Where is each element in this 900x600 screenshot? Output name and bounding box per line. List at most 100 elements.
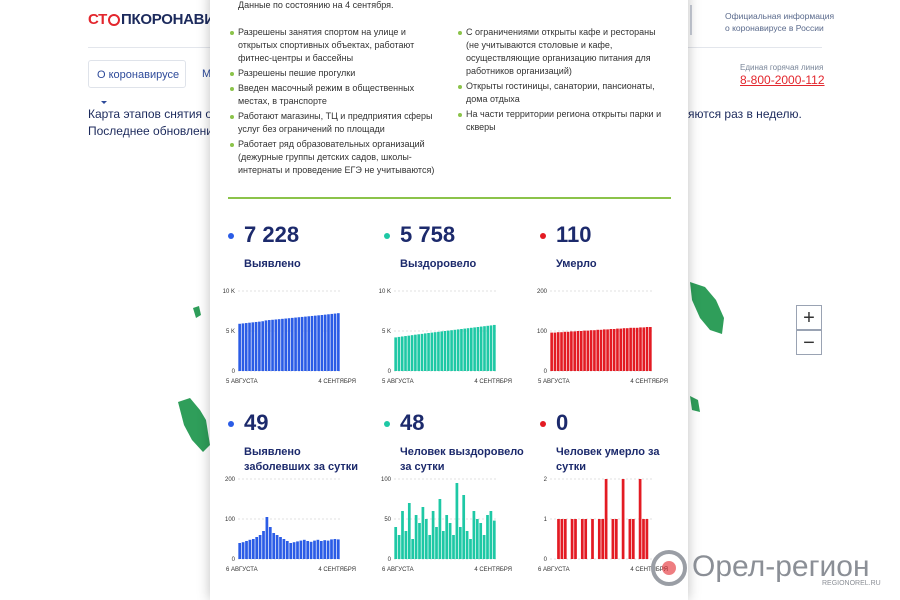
restriction-item: Разрешены занятия спортом на улице и отк… — [230, 26, 435, 65]
bar — [645, 519, 649, 559]
y-tick-label: 200 — [537, 289, 548, 295]
hotline-label: Единая горячая линия — [740, 63, 824, 72]
bar — [642, 519, 645, 559]
bar — [258, 321, 261, 371]
bar — [238, 323, 241, 371]
logo-core — [662, 561, 676, 575]
bar — [282, 539, 286, 559]
bar — [458, 527, 462, 559]
watermark-site: REGIONOREL.RU — [822, 580, 881, 587]
x-axis-label: 4 СЕНТЯБРЯ — [474, 379, 512, 385]
bar — [486, 515, 489, 559]
official-line: Официальная информация — [725, 11, 835, 21]
bar — [404, 531, 408, 559]
bar — [272, 533, 276, 559]
hotline-number[interactable]: 8-800-2000-112 — [740, 73, 825, 87]
intro-text: Карта этапов снятия о — [88, 107, 213, 121]
bar — [622, 328, 626, 371]
bar — [448, 523, 452, 559]
bar — [418, 523, 421, 559]
stat-number: 110 — [556, 222, 592, 247]
bar — [570, 331, 573, 371]
bar — [466, 328, 470, 371]
stat-dot — [228, 233, 234, 239]
bar — [428, 535, 432, 559]
map-region — [690, 396, 700, 412]
bar — [556, 332, 560, 371]
zoom-out[interactable]: − — [796, 330, 822, 355]
bar — [323, 540, 327, 559]
bar — [632, 327, 636, 371]
bar — [337, 313, 340, 371]
bar — [275, 535, 279, 559]
bar — [336, 539, 340, 559]
bar — [404, 336, 407, 371]
bar — [462, 495, 466, 559]
bar — [483, 326, 486, 371]
bar — [265, 517, 269, 559]
stat-label: Человек умерло за сутки — [556, 446, 660, 473]
bar — [583, 330, 586, 371]
restriction-item: Разрешены пешие прогулки — [230, 67, 435, 80]
restriction-list: С ограничениями открыты кафе и рестораны… — [458, 26, 663, 136]
stat-label: Выздоровело — [400, 258, 477, 270]
bar — [611, 519, 615, 559]
bar — [445, 515, 449, 559]
bar — [639, 327, 642, 371]
stat-number: 5 758 — [400, 222, 456, 247]
nav-item[interactable]: М — [202, 68, 212, 80]
restriction-item: Открыты гостиницы, санатории, пансионаты… — [458, 80, 663, 106]
bar — [289, 543, 293, 559]
bar — [550, 332, 553, 371]
x-axis-label: 4 СЕНТЯБРЯ — [318, 567, 356, 573]
bar — [258, 535, 262, 559]
logo-icon — [108, 14, 121, 26]
official-info[interactable]: Официальная информация о коронавирусе в Р… — [725, 10, 834, 34]
bar — [302, 539, 306, 559]
x-axis-label: 4 СЕНТЯБРЯ — [474, 567, 512, 573]
y-tick-label: 0 — [544, 557, 548, 563]
stat-label: Выявлено — [244, 258, 301, 270]
bar — [306, 541, 310, 559]
stat-dot — [228, 421, 234, 427]
bar — [557, 519, 560, 559]
restriction-item: Введен масочный режим в общественных мес… — [230, 82, 435, 108]
restriction-item: На части территории региона открыты парк… — [458, 108, 663, 134]
intro-text: яются раз в неделю. — [688, 107, 802, 121]
bar — [612, 329, 616, 371]
bar — [397, 336, 401, 371]
nav-button[interactable]: О коронавирусе — [88, 60, 186, 88]
bar — [407, 503, 411, 559]
bar — [576, 331, 580, 371]
bar — [267, 320, 271, 371]
y-tick-label: 100 — [381, 477, 392, 483]
stat-number: 0 — [556, 410, 569, 435]
x-axis-label: 4 СЕНТЯБРЯ — [630, 567, 668, 573]
y-tick-label: 100 — [225, 517, 236, 523]
bar — [621, 479, 625, 559]
bar — [635, 327, 639, 371]
stat-label: Человек выздоровело за сутки — [400, 446, 524, 473]
bar — [323, 314, 327, 371]
bar — [475, 519, 479, 559]
stat-dot — [384, 421, 390, 427]
bar — [435, 527, 438, 559]
site-logo[interactable]: СТ ПКОРОНАВИ — [88, 11, 215, 28]
bar — [456, 329, 460, 371]
zoom-in[interactable]: + — [796, 305, 822, 330]
bar — [473, 327, 476, 371]
bar — [479, 523, 483, 559]
bar — [579, 331, 583, 371]
y-tick-label: 10 K — [223, 289, 235, 295]
stat-dot — [540, 233, 546, 239]
y-tick-label: 1 — [544, 517, 548, 523]
bar — [330, 313, 334, 371]
y-tick-label: 0 — [388, 557, 392, 563]
y-tick-label: 100 — [537, 329, 548, 335]
bar — [251, 539, 255, 559]
bar — [313, 540, 316, 559]
bar — [476, 327, 480, 371]
bar — [238, 543, 242, 559]
bar — [424, 519, 428, 559]
